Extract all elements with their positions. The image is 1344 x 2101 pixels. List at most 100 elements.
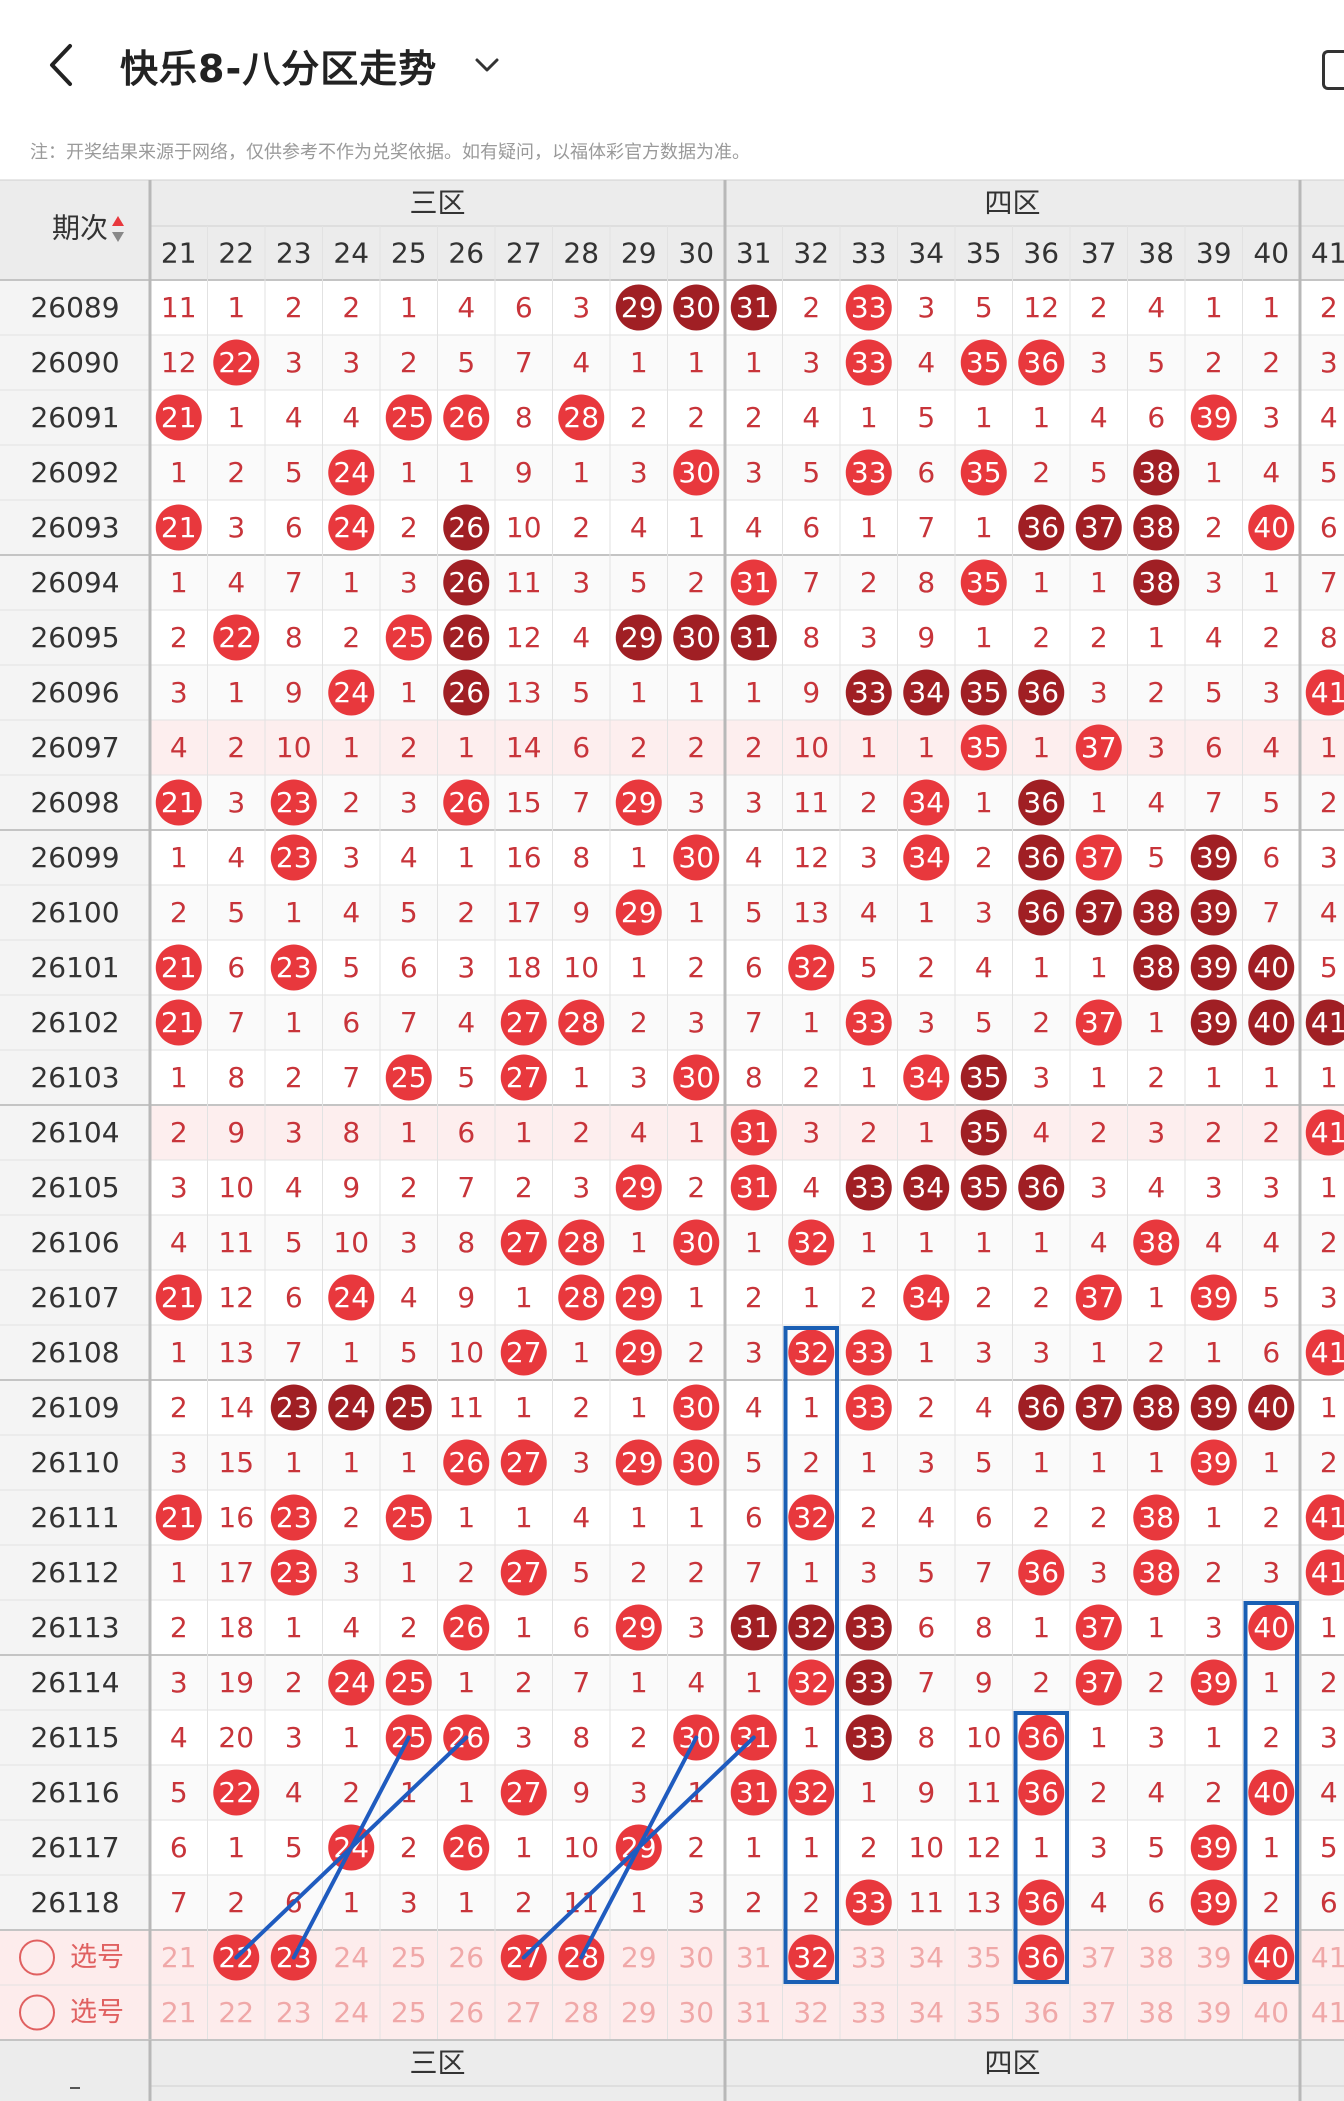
select-number[interactable]: 24 <box>333 1941 369 1974</box>
select-number[interactable]: 26 <box>448 1996 484 2029</box>
draw-ball-number: 32 <box>793 1336 829 1369</box>
draw-ball <box>960 669 1007 716</box>
miss-count: 1 <box>170 841 188 874</box>
select-number[interactable]: 33 <box>851 1941 887 1974</box>
draw-ball-number: 28 <box>563 401 599 434</box>
draw-ball <box>1133 944 1180 991</box>
miss-count: 4 <box>1090 401 1108 434</box>
miss-count: 1 <box>1090 1721 1108 1754</box>
miss-count: 4 <box>1147 291 1165 324</box>
miss-count: 12 <box>218 1281 254 1314</box>
select-number[interactable]: 21 <box>161 1996 197 2029</box>
disclaimer-note: 注：开奖结果来源于网络，仅供参考不作为兑奖依据。如有疑问，以福体彩官方数据为准。 <box>30 142 750 163</box>
select-number[interactable]: 33 <box>851 1996 887 2029</box>
miss-count: 8 <box>745 1061 763 1094</box>
column-number: 30 <box>678 237 714 270</box>
draw-ball <box>788 1659 835 1706</box>
period-label: 26109 <box>30 1391 119 1424</box>
draw-ball-number: 38 <box>1138 1501 1174 1534</box>
select-number[interactable]: 34 <box>908 1941 944 1974</box>
draw-ball-number: 21 <box>161 951 197 984</box>
miss-count: 4 <box>572 1501 590 1534</box>
select-number[interactable]: 30 <box>678 1941 714 1974</box>
draw-ball <box>270 779 317 826</box>
select-number[interactable]: 39 <box>1196 1996 1232 2029</box>
select-radio[interactable] <box>19 1994 55 2031</box>
select-number[interactable]: 30 <box>678 1996 714 2029</box>
select-number[interactable]: 24 <box>333 1996 369 2029</box>
draw-ball-number: 38 <box>1138 456 1174 489</box>
draw-ball-number: 33 <box>851 676 887 709</box>
draw-ball <box>558 999 605 1046</box>
select-number[interactable]: 26 <box>448 1941 484 1974</box>
select-number[interactable]: 35 <box>966 1941 1002 1974</box>
draw-ball-number: 24 <box>333 1666 369 1699</box>
select-number[interactable]: 29 <box>621 1996 657 2029</box>
miss-count: 3 <box>1262 676 1280 709</box>
draw-ball <box>270 1494 317 1541</box>
miss-count: 1 <box>687 896 705 929</box>
select-number[interactable]: 37 <box>1081 1996 1117 2029</box>
miss-count: 5 <box>630 566 648 599</box>
miss-count: 9 <box>227 1116 245 1149</box>
select-number[interactable]: 35 <box>966 1996 1002 2029</box>
miss-count: 1 <box>1262 291 1280 324</box>
select-number[interactable]: 23 <box>276 1996 312 2029</box>
draw-ball <box>1075 1604 1122 1651</box>
miss-count: 1 <box>457 1776 475 1809</box>
draw-ball <box>443 614 490 661</box>
miss-count: 1 <box>285 1006 303 1039</box>
sort-desc-icon[interactable] <box>112 232 124 242</box>
select-number[interactable]: 27 <box>506 1996 542 2029</box>
draw-ball <box>673 449 720 496</box>
miss-count: 2 <box>1032 1666 1050 1699</box>
select-number[interactable]: 41 <box>1311 1941 1344 1974</box>
select-number[interactable]: 32 <box>793 1996 829 2029</box>
miss-count: 1 <box>1032 1831 1050 1864</box>
selected-ball[interactable] <box>1018 1934 1065 1981</box>
sort-asc-icon[interactable] <box>112 216 124 226</box>
select-number[interactable]: 25 <box>391 1996 427 2029</box>
column-number: 27 <box>506 237 542 270</box>
miss-count: 3 <box>572 1446 590 1479</box>
miss-count: 1 <box>227 676 245 709</box>
select-number[interactable]: 31 <box>736 1941 772 1974</box>
draw-ball <box>1133 449 1180 496</box>
select-number[interactable]: 31 <box>736 1996 772 2029</box>
draw-ball-number: 25 <box>391 1666 427 1699</box>
select-number[interactable]: 21 <box>161 1941 197 1974</box>
select-number[interactable]: 37 <box>1081 1941 1117 1974</box>
miss-count: 2 <box>1032 1501 1050 1534</box>
select-number[interactable]: 36 <box>1023 1996 1059 2029</box>
select-number[interactable]: 40 <box>1253 1996 1289 2029</box>
draw-ball-number: 29 <box>621 1446 657 1479</box>
miss-count: 6 <box>170 1831 188 1864</box>
select-number[interactable]: 25 <box>391 1941 427 1974</box>
miss-count: 2 <box>170 896 188 929</box>
miss-count: 9 <box>802 676 820 709</box>
miss-count: 4 <box>572 346 590 379</box>
zone-header: 四区 <box>984 187 1040 220</box>
draw-ball-number: 35 <box>966 1061 1002 1094</box>
select-number[interactable]: 39 <box>1196 1941 1232 1974</box>
selected-ball[interactable] <box>1248 1934 1295 1981</box>
draw-ball-number: 27 <box>506 1776 542 1809</box>
miss-count: 1 <box>1032 1226 1050 1259</box>
draw-ball <box>213 339 260 386</box>
draw-ball-number: 38 <box>1138 1556 1174 1589</box>
draw-ball-number: 21 <box>161 1281 197 1314</box>
screen-icon[interactable] <box>1322 50 1344 90</box>
select-number[interactable]: 22 <box>218 1996 254 2029</box>
select-number[interactable]: 41 <box>1311 1996 1344 2029</box>
select-number[interactable]: 38 <box>1138 1941 1174 1974</box>
select-number[interactable]: 29 <box>621 1941 657 1974</box>
chevron-down-icon[interactable] <box>472 50 502 80</box>
select-number[interactable]: 38 <box>1138 1996 1174 2029</box>
select-number[interactable]: 28 <box>563 1996 599 2029</box>
miss-count: 1 <box>1205 291 1223 324</box>
select-number[interactable]: 34 <box>908 1996 944 2029</box>
select-radio[interactable] <box>19 1939 55 1976</box>
period-label: 26096 <box>30 676 119 709</box>
back-arrow-icon[interactable] <box>42 40 82 90</box>
selected-ball[interactable] <box>788 1934 835 1981</box>
